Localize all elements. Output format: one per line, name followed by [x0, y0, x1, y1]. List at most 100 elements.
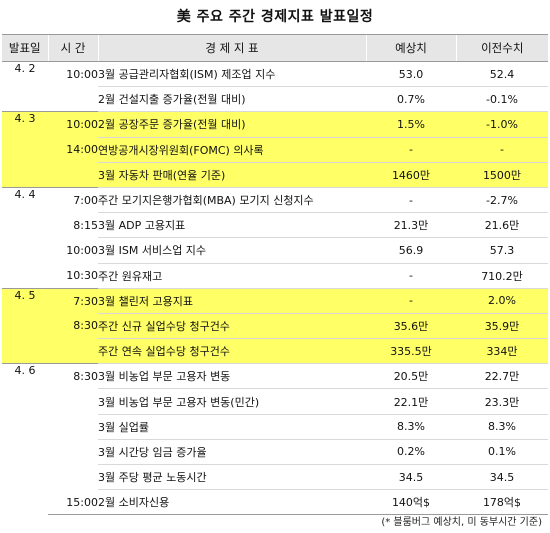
schedule-body: 4. 2 10:00 3월 공급관리자협회(ISM) 제조업 지수 53.0 52.4 2…: [2, 60, 548, 516]
table-row: 10:30 주간 원유재고 -710.2만: [2, 263, 548, 289]
previous-cell: 23.3만: [456, 388, 548, 415]
table-row: 3월 실업률 8.3% 8.3%: [2, 414, 548, 440]
time-cell: 7:30: [48, 287, 98, 314]
previous-cell: 2.0%: [456, 287, 548, 314]
forecast-cell: 22.1만: [366, 388, 456, 415]
forecast-cell: 1.5%: [366, 111, 456, 138]
time-cell: [48, 414, 98, 439]
previous-cell: 57.3: [456, 237, 548, 264]
time-cell: [48, 465, 98, 490]
forecast-cell: 0.2%: [366, 439, 456, 466]
table-row: 2월 건설지출 증가율(전월 대비) 0.7% -0.1%: [2, 86, 548, 113]
indicator-cell: 2월 소비자신용: [98, 489, 366, 516]
time-cell: 10:00: [66, 243, 98, 257]
time-cell: 10:00: [48, 111, 98, 138]
table-row: 8:15 3월 ADP 고용지표 21.3만 21.6만: [2, 212, 548, 239]
indicator-cell: 3월 ISM 서비스업 지수: [98, 237, 366, 264]
time-cell: 8:30: [48, 313, 98, 339]
forecast-cell: 335.5만: [366, 338, 456, 365]
table-row: 주간 연속 실업수당 청구건수 335.5만 334만: [2, 338, 548, 365]
indicator-cell: 3월 ADP 고용지표: [98, 212, 366, 239]
release-date-cell: 4. 4: [2, 186, 48, 289]
table-row: 8:30 주간 신규 실업수당 청구건수 35.6만 35.9만: [2, 313, 548, 340]
previous-cell: -0.1%: [456, 86, 548, 113]
forecast-cell: 56.9: [366, 237, 456, 264]
previous-cell: 35.9만: [456, 313, 548, 340]
time-cell: [48, 87, 98, 112]
release-date-cell: 4. 2: [2, 60, 48, 112]
indicator-cell: 3월 시간당 임금 증가율: [98, 439, 366, 466]
header-date: 발표일: [2, 34, 48, 62]
forecast-cell: 20.5만: [366, 363, 456, 390]
forecast-cell: 53.0: [366, 60, 456, 88]
time-cell: 10:00: [48, 60, 98, 87]
table-row: 3월 시간당 임금 증가율 0.2% 0.1%: [2, 439, 548, 466]
indicator-cell: 주간 모기지은행가협회(MBA) 모기지 신청지수: [98, 186, 366, 214]
previous-cell: 21.6만: [456, 212, 548, 239]
time-cell: [48, 162, 98, 188]
header-previous: 이전수치: [455, 34, 548, 62]
page-title: 美 주요 주간 경제지표 발표일정: [176, 9, 374, 25]
time-cell: 14:00: [48, 137, 98, 163]
forecast-cell: 34.5: [366, 464, 456, 491]
table-row: 3월 비농업 부문 고용자 변동(민간) 22.1만 23.3만: [2, 388, 548, 415]
previous-cell: -1.0%: [456, 111, 548, 138]
time-cell: [48, 338, 98, 364]
indicator-cell: 2월 건설지출 증가율(전월 대비): [98, 86, 366, 113]
indicator-cell: 3월 비농업 부문 고용자 변동(민간): [98, 388, 366, 415]
forecast-cell: 1460만: [366, 162, 456, 188]
forecast-cell: -: [366, 186, 456, 214]
forecast-cell: 8.3%: [366, 414, 456, 440]
indicator-cell: 3월 비농업 부문 고용자 변동: [98, 363, 366, 390]
forecast-cell: -: [366, 287, 456, 314]
indicator-cell: 3월 실업률: [98, 414, 366, 440]
forecast-cell: 0.7%: [366, 86, 456, 113]
table-row: 15:00 2월 소비자신용 140억$ 178억$: [2, 489, 548, 516]
previous-cell: 0.1%: [456, 439, 548, 466]
previous-cell: -: [456, 137, 548, 163]
table-row: 4. 4 7:00 주간 모기지은행가협회(MBA) 모기지 신청지수 - -2.7%: [2, 186, 548, 289]
time-cell: 8:15: [73, 218, 98, 232]
indicator-cell: 주간 연속 실업수당 청구건수: [98, 338, 366, 365]
header-row: 발표일 시 간 경 제 지 표 예상치 이전수치: [2, 34, 548, 62]
indicator-cell: 연방공개시장위원회(FOMC) 의사록: [98, 137, 366, 163]
previous-cell: 22.7만: [456, 363, 548, 390]
indicator-cell: 2월 공장주문 증가율(전월 대비): [98, 111, 366, 138]
header-forecast: 예상치: [365, 34, 456, 62]
table-row: 3월 주당 평균 노동시간 34.5 34.5: [2, 464, 548, 491]
previous-cell: -2.7%: [456, 186, 548, 214]
table-row: 4. 3 10:00 2월 공장주문 증가율(전월 대비) 1.5% -1.0%: [2, 111, 548, 188]
previous-cell: 334만: [456, 338, 548, 365]
header-time: 시 간: [47, 34, 98, 62]
table-row: 10:00 3월 ISM 서비스업 지수 56.9 57.3: [2, 237, 548, 264]
time-cell: [48, 389, 98, 414]
indicator-cell: 3월 공급관리자협회(ISM) 제조업 지수: [98, 60, 366, 88]
previous-cell: 52.4: [456, 60, 548, 88]
indicator-cell: 주간 원유재고: [98, 263, 366, 289]
release-date-cell: 4. 6: [2, 363, 48, 515]
indicator-cell: 3월 주당 평균 노동시간: [98, 464, 366, 491]
previous-cell: 8.3%: [456, 414, 548, 440]
previous-cell: 34.5: [456, 464, 548, 491]
schedule-table: 발표일 시 간 경 제 지 표 예상치 이전수치 4. 2 10:00 3월 공급관…: [2, 34, 548, 516]
table-row: 4. 5 7:30 3월 챌린저 고용지표 -2.0%: [2, 287, 548, 364]
time-cell: 7:00: [48, 186, 98, 213]
table-row: 4. 2 10:00 3월 공급관리자협회(ISM) 제조업 지수 53.0 52.4: [2, 60, 548, 112]
forecast-cell: 140억$: [366, 489, 456, 516]
time-cell: 15:00: [48, 489, 98, 516]
header-indicator: 경 제 지 표: [97, 34, 366, 62]
footnote: (* 블룸버그 예상치, 미 동부시간 기준): [381, 517, 542, 528]
time-cell: 10:30: [66, 268, 98, 282]
forecast-cell: -: [366, 263, 456, 289]
previous-cell: 178억$: [456, 489, 548, 516]
table-row: 4. 6 8:30 3월 비농업 부문 고용자 변동 20.5만 22.7만: [2, 363, 548, 515]
forecast-cell: -: [366, 137, 456, 163]
previous-cell: 710.2만: [456, 263, 548, 289]
forecast-cell: 21.3만: [366, 212, 456, 239]
table-row: 14:00 연방공개시장위원회(FOMC) 의사록 - -: [2, 137, 548, 163]
time-cell: 8:30: [48, 363, 98, 389]
release-date-cell: 4. 5: [2, 287, 48, 364]
indicator-cell: 3월 챌린저 고용지표: [98, 287, 366, 314]
release-date-cell: 4. 3: [2, 111, 48, 188]
time-cell: [48, 439, 98, 464]
